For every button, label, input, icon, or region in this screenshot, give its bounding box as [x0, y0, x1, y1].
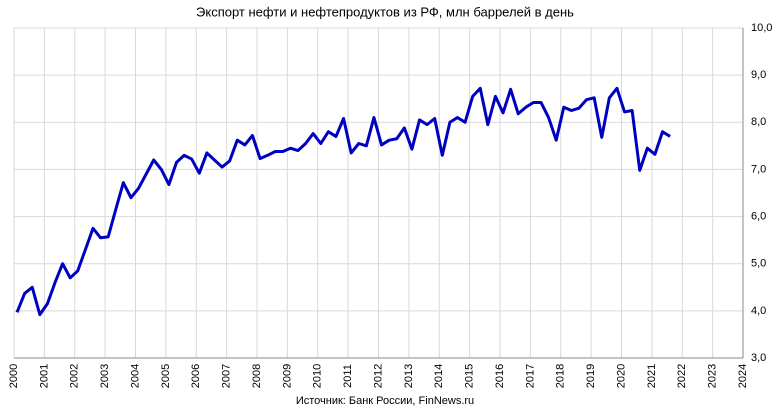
x-tick-label: 2016 [494, 364, 506, 388]
x-tick-label: 2011 [342, 364, 354, 388]
x-tick-label: 2019 [585, 364, 597, 388]
x-tick-label: 2022 [676, 364, 688, 388]
x-tick-label: 2003 [99, 364, 111, 388]
x-tick-label: 2014 [433, 364, 445, 388]
x-tick-label: 2001 [38, 364, 50, 388]
x-tick-label: 2002 [69, 364, 81, 388]
x-tick-label: 2005 [160, 364, 172, 388]
y-tick-label: 7,0 [751, 163, 766, 175]
x-tick-label: 2023 [707, 364, 719, 388]
x-tick-label: 2018 [555, 364, 567, 388]
y-tick-label: 4,0 [751, 305, 766, 317]
y-tick-label: 6,0 [751, 210, 766, 222]
x-tick-label: 2006 [190, 364, 202, 388]
x-tick-label: 2008 [251, 364, 263, 388]
x-tick-label: 2020 [615, 364, 627, 388]
x-tick-label: 2012 [372, 364, 384, 388]
x-tick-label: 2015 [464, 364, 476, 388]
x-tick-label: 2004 [129, 364, 141, 388]
y-tick-label: 5,0 [751, 258, 766, 270]
x-tick-label: 2017 [524, 364, 536, 388]
chart-title: Экспорт нефти и нефтепродуктов из РФ, мл… [196, 4, 574, 19]
y-tick-label: 9,0 [751, 69, 766, 81]
x-tick-label: 2007 [221, 364, 233, 388]
y-tick-label: 8,0 [751, 116, 766, 128]
y-tick-label: 10,0 [751, 22, 772, 34]
x-tick-label: 2024 [737, 364, 749, 388]
x-tick-label: 2000 [8, 364, 20, 388]
data-line [15, 86, 671, 317]
x-tick-label: 2021 [646, 364, 658, 388]
y-tick-label: 3,0 [751, 352, 766, 364]
source-note: Источник: Банк России, FinNews.ru [296, 395, 474, 407]
x-tick-label: 2013 [403, 364, 415, 388]
x-tick-label: 2009 [281, 364, 293, 388]
x-tick-label: 2010 [312, 364, 324, 388]
